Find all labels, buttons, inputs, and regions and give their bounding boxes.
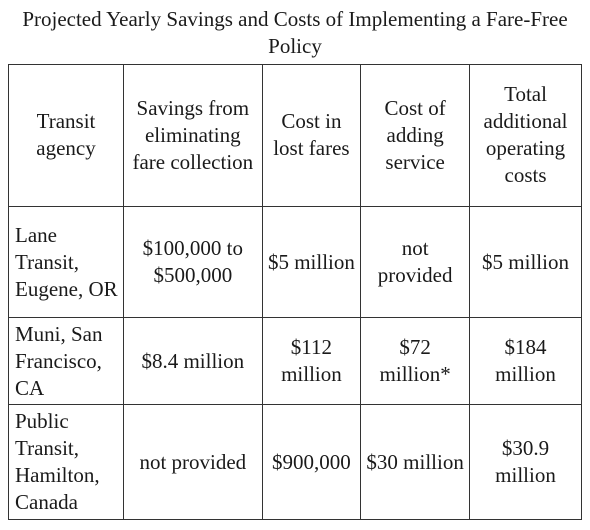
cell-lost-fares: $900,000 — [261, 404, 362, 520]
cell-total: $30.9 million — [469, 404, 582, 520]
cell-agency: Lane Transit, Eugene, OR — [8, 205, 124, 319]
header-lost-fares: Cost in lost fares — [261, 64, 362, 207]
cell-lost-fares: $112 million — [261, 317, 362, 406]
header-row: Transit agency Savings from eliminating … — [8, 64, 582, 207]
table-title: Projected Yearly Savings and Costs of Im… — [22, 7, 568, 58]
savings-costs-table: Transit agency Savings from eliminating … — [8, 64, 582, 520]
cell-total: $5 million — [469, 205, 582, 319]
header-savings: Savings from eliminating fare collection — [123, 64, 263, 207]
table-row: Lane Transit, Eugene, OR $100,000 to $50… — [8, 205, 582, 319]
cell-total: $184 million — [469, 317, 582, 406]
table-row: Muni, San Francisco, CA $8.4 million $11… — [8, 317, 582, 406]
cell-adding-service: not provided — [360, 205, 471, 319]
header-transit-agency: Transit agency — [8, 64, 124, 207]
cell-lost-fares: $5 million — [261, 205, 362, 319]
cell-savings: $100,000 to $500,000 — [123, 205, 263, 319]
cell-savings: $8.4 million — [123, 317, 263, 406]
cell-adding-service: $30 million — [360, 404, 471, 520]
cell-agency: Public Transit, Hamilton, Canada — [8, 404, 124, 520]
cell-savings: not provided — [123, 404, 263, 520]
header-total-costs: Total additional operating costs — [469, 64, 582, 207]
cell-agency: Muni, San Francisco, CA — [8, 317, 124, 406]
cell-adding-service: $72 million* — [360, 317, 471, 406]
table-row: Public Transit, Hamilton, Canada not pro… — [8, 404, 582, 520]
header-adding-service: Cost of adding service — [360, 64, 471, 207]
